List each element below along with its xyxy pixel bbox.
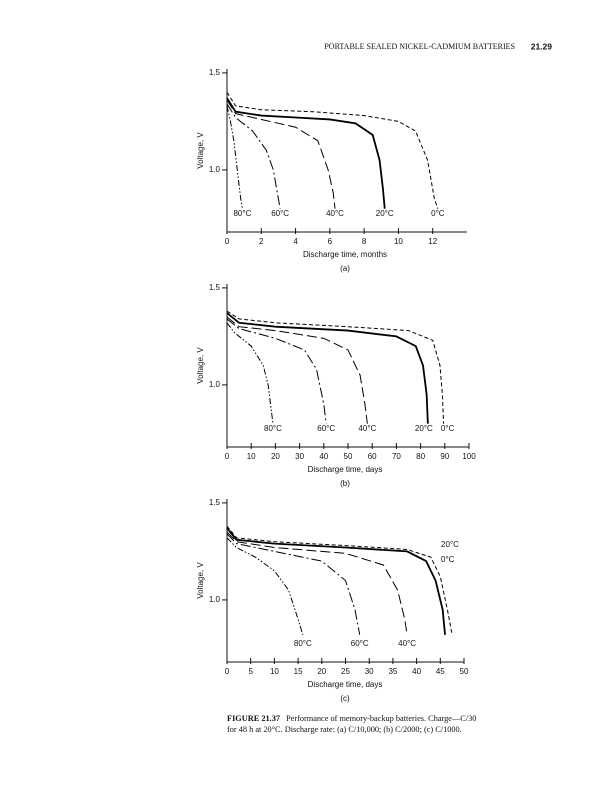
curve	[226, 318, 327, 424]
x-tick-label: 8	[362, 237, 367, 246]
curve	[226, 527, 446, 635]
x-tick-label: 30	[295, 452, 304, 461]
curve-label: 80°C	[233, 209, 251, 218]
running-head: PORTABLE SEALED NICKEL-CADMIUM BATTERIES	[324, 42, 515, 51]
x-tick-label: 20	[271, 452, 280, 461]
curve	[226, 92, 439, 209]
x-tick-label: 50	[460, 667, 469, 676]
figure-caption: FIGURE 21.37 Performance of memory-backup…	[227, 714, 487, 735]
x-tick-label: 40	[412, 667, 421, 676]
curve-label: 20°C	[441, 540, 459, 549]
curve-label: 20°C	[376, 209, 394, 218]
curve	[226, 312, 429, 424]
x-tick-label: 10	[247, 452, 256, 461]
curve-label: 40°C	[358, 424, 376, 433]
panel-label: (b)	[340, 479, 350, 488]
x-tick-label: 0	[225, 667, 230, 676]
x-tick-label: 50	[344, 452, 353, 461]
curve	[226, 533, 361, 635]
curve-label: 20°C	[415, 424, 433, 433]
curve	[226, 525, 453, 635]
y-tick-label: 1.5	[209, 498, 221, 507]
curve-label: 40°C	[326, 209, 344, 218]
x-tick-label: 60	[368, 452, 377, 461]
curve	[226, 537, 304, 635]
x-tick-label: 90	[440, 452, 449, 461]
x-tick-label: 2	[259, 237, 264, 246]
x-tick-label: 4	[293, 237, 298, 246]
curve-label: 40°C	[398, 639, 416, 648]
y-tick-label: 1.0	[209, 165, 221, 174]
panel-label: (c)	[340, 694, 350, 703]
y-axis-label: Voltage, V	[196, 562, 205, 599]
x-tick-label: 10	[270, 667, 279, 676]
y-tick-label: 1.5	[209, 68, 221, 77]
x-tick-label: 12	[428, 237, 437, 246]
curve-label: 60°C	[351, 639, 369, 648]
x-axis-label: Discharge time, days	[308, 465, 383, 474]
curve	[226, 103, 281, 209]
y-tick-label: 1.5	[209, 283, 221, 292]
x-axis-label: Discharge time, days	[308, 680, 383, 689]
curve-label: 80°C	[294, 639, 312, 648]
x-tick-label: 35	[388, 667, 397, 676]
x-tick-label: 25	[341, 667, 350, 676]
curve	[226, 531, 408, 635]
curve	[226, 316, 368, 424]
x-tick-label: 0	[225, 452, 230, 461]
curve	[226, 322, 274, 424]
curve-label: 80°C	[264, 424, 282, 433]
curve	[226, 97, 386, 209]
x-tick-label: 70	[392, 452, 401, 461]
curve-label: 60°C	[271, 209, 289, 218]
x-tick-label: 0	[225, 237, 230, 246]
y-axis-label: Voltage, V	[196, 347, 205, 384]
page-number: 21.29	[531, 41, 553, 51]
y-tick-label: 1.0	[209, 595, 221, 604]
x-tick-label: 40	[319, 452, 328, 461]
x-tick-label: 30	[365, 667, 374, 676]
x-axis-label: Discharge time, months	[303, 250, 387, 259]
curve-label: 0°C	[441, 424, 455, 433]
panel-label: (a)	[340, 264, 350, 273]
x-tick-label: 45	[436, 667, 445, 676]
x-tick-label: 10	[394, 237, 403, 246]
y-tick-label: 1.0	[209, 380, 221, 389]
x-tick-label: 100	[462, 452, 476, 461]
caption-text: Performance of memory-backup batteries. …	[227, 714, 477, 734]
curve	[226, 310, 445, 424]
y-axis-label: Voltage, V	[196, 132, 205, 169]
curve-label: 0°C	[441, 555, 455, 564]
caption-label: FIGURE 21.37	[227, 714, 281, 723]
curve	[226, 105, 243, 209]
x-tick-label: 6	[328, 237, 333, 246]
curve	[226, 99, 336, 209]
curve-label: 60°C	[317, 424, 335, 433]
x-tick-label: 15	[294, 667, 303, 676]
x-tick-label: 80	[416, 452, 425, 461]
x-tick-label: 20	[317, 667, 326, 676]
curve-label: 0°C	[431, 209, 445, 218]
x-tick-label: 5	[248, 667, 253, 676]
